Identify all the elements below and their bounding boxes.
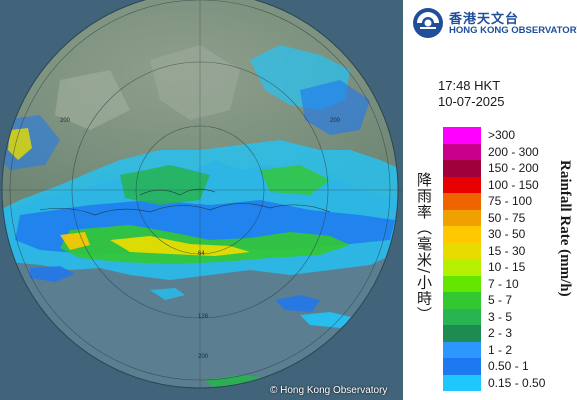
legend-label: 2 - 3 bbox=[488, 326, 513, 340]
rain-band-moderate bbox=[60, 225, 350, 264]
rain-cell-offshore bbox=[275, 295, 320, 312]
legend-unit-zh: 降雨率（毫米/小時） bbox=[415, 172, 433, 323]
rain-band-moderate bbox=[120, 165, 210, 205]
legend-swatch bbox=[443, 374, 481, 391]
urban-area bbox=[55, 70, 130, 130]
urban-area bbox=[150, 45, 240, 120]
legend-swatch bbox=[443, 143, 481, 160]
observation-timestamp: 17:48 HKT 10-07-2025 bbox=[438, 78, 505, 110]
rain-core-heavy bbox=[60, 232, 90, 250]
legend-label: 30 - 50 bbox=[488, 227, 526, 241]
organisation-name-en: HONG KONG OBSERVATORY bbox=[449, 25, 577, 36]
legend-label: 0.50 - 1 bbox=[488, 359, 529, 373]
range-ring-labels: 64 128 200 200 200 bbox=[60, 118, 341, 360]
rain-cell-offshore bbox=[150, 288, 185, 300]
copyright-notice: © Hong Kong Observatory bbox=[270, 385, 388, 396]
rain-cell-light bbox=[300, 80, 370, 135]
legend-label: 1 - 2 bbox=[488, 342, 513, 357]
legend-swatch bbox=[443, 275, 481, 292]
hko-logo-icon bbox=[413, 8, 443, 38]
legend-swatch bbox=[443, 226, 481, 243]
range-ring-label: 200 bbox=[60, 118, 71, 124]
legend-swatch bbox=[443, 176, 481, 193]
legend-label: 3 - 5 bbox=[488, 309, 513, 324]
coastline bbox=[139, 188, 216, 196]
range-ring-label: 200 bbox=[330, 118, 341, 124]
legend-label: 0.15 - 0.50 bbox=[488, 375, 546, 390]
legend-swatch bbox=[443, 242, 481, 259]
legend-swatch bbox=[443, 308, 481, 325]
legend-swatch bbox=[443, 292, 481, 309]
radar-map-svg: 64 128 200 200 200 bbox=[0, 0, 403, 390]
legend-label: 100 - 150 bbox=[488, 177, 539, 192]
range-ring-label: 64 bbox=[198, 251, 205, 257]
legend-unit-en: Rainfall Rate (mm/h) bbox=[557, 160, 573, 297]
observation-time: 17:48 HKT bbox=[438, 78, 501, 93]
legend-swatch bbox=[443, 209, 481, 226]
legend-label: 150 - 200 bbox=[488, 161, 539, 175]
legend-label: >300 bbox=[488, 128, 516, 142]
coastline bbox=[39, 203, 331, 216]
range-ring-label: 128 bbox=[198, 314, 209, 320]
hko-logo: 香港天文台 HONG KONG OBSERVATORY bbox=[411, 6, 577, 40]
legend-swatch bbox=[443, 341, 481, 358]
bearing-lines bbox=[0, 0, 403, 390]
legend-label: 50 - 75 bbox=[488, 210, 526, 225]
legend-swatch bbox=[443, 325, 481, 342]
observation-date: 10-07-2025 bbox=[438, 94, 505, 109]
legend-label: 200 - 300 bbox=[488, 144, 539, 159]
legend-swatch bbox=[443, 193, 481, 210]
organisation-name-zh: 香港天文台 bbox=[449, 12, 520, 27]
legend-panel: 香港天文台 HONG KONG OBSERVATORY 17:48 HKT 10… bbox=[403, 0, 577, 400]
rain-band-moderate bbox=[260, 165, 330, 195]
legend-swatch bbox=[443, 127, 481, 144]
rain-cell-offshore bbox=[30, 266, 75, 282]
legend-label: 7 - 10 bbox=[488, 276, 519, 291]
legend-swatch bbox=[443, 259, 481, 276]
legend-swatch bbox=[443, 160, 481, 177]
legend-label: 10 - 15 bbox=[488, 260, 526, 274]
rain-cell-offshore bbox=[300, 312, 355, 328]
legend-label: 75 - 100 bbox=[488, 194, 533, 208]
range-ring-label: 200 bbox=[198, 354, 209, 360]
legend-swatch bbox=[443, 358, 481, 375]
legend-label: 15 - 30 bbox=[488, 243, 526, 258]
legend-label: 5 - 7 bbox=[488, 293, 513, 307]
radar-map: 64 128 200 200 200 © Hong Kong Observato… bbox=[0, 0, 403, 400]
rain-core-heavy bbox=[110, 236, 250, 256]
